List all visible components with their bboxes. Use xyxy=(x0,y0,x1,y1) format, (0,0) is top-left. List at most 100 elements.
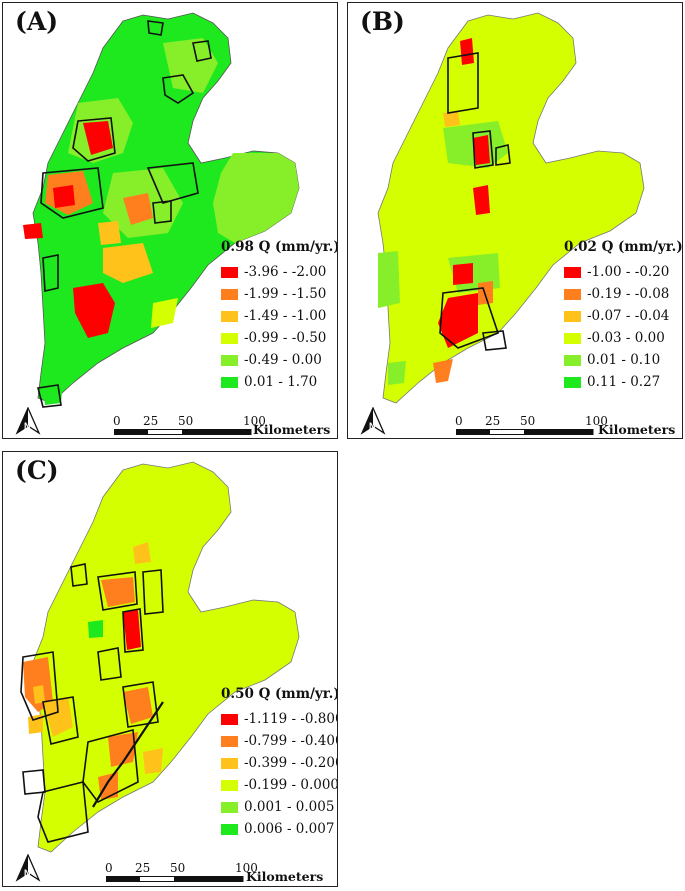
panel-label: (B) xyxy=(360,7,405,36)
legend-item-label: 0.01 - 0.10 xyxy=(587,352,661,368)
legend-swatch xyxy=(564,310,581,322)
legend-item-label: -0.199 - 0.000 xyxy=(244,777,338,793)
map-panel-c: (C) 0.50 Q (mm/yr.) -1.119 - -0.800 -0.7… xyxy=(2,451,338,887)
map-panel-b: (B) 0.02 Q (mm/yr.) -1.00 - -0.20 -0.19 … xyxy=(347,2,683,439)
scale-tick-label: 50 xyxy=(178,414,194,428)
region-map-c xyxy=(20,461,300,853)
legend: 0.98 Q (mm/yr.) -3.96 - -2.00 -1.99 - -1… xyxy=(221,239,338,393)
legend-swatch xyxy=(221,713,238,725)
legend-item: -0.399 - -0.200 xyxy=(221,752,338,774)
scale-tick-label: 0 xyxy=(455,414,463,428)
legend-item-label: 0.01 - 1.70 xyxy=(244,374,318,390)
scale-unit-label: Kilometers xyxy=(253,422,331,437)
legend-item: -0.07 - -0.04 xyxy=(564,305,682,327)
legend-item-label: -0.49 - 0.00 xyxy=(244,352,322,368)
scale-tick-label: 50 xyxy=(520,414,536,428)
scale-unit-label: Kilometers xyxy=(598,422,676,437)
legend-item-label: -0.399 - -0.200 xyxy=(244,755,338,771)
legend-swatch xyxy=(221,310,238,322)
legend-swatch xyxy=(221,376,238,388)
legend: 0.50 Q (mm/yr.) -1.119 - -0.800 -0.799 -… xyxy=(221,686,338,840)
legend-item: 0.006 - 0.007 xyxy=(221,818,337,840)
legend-swatch xyxy=(221,801,238,813)
panel-label: (C) xyxy=(15,456,59,485)
scale-bar xyxy=(114,429,252,435)
legend-item: -0.99 - -0.50 xyxy=(221,327,337,349)
legend-swatch xyxy=(221,266,238,278)
scale-tick-label: 100 xyxy=(585,414,608,428)
scale-tick-label: 100 xyxy=(235,861,258,875)
legend-item: -0.199 - 0.000 xyxy=(221,774,338,796)
legend-item-label: -0.03 - 0.00 xyxy=(587,330,665,346)
legend-item-label: -1.00 - -0.20 xyxy=(587,264,670,280)
scale-unit-label: Kilometers xyxy=(246,869,324,884)
legend-item: 0.11 - 0.27 xyxy=(564,371,682,393)
legend-title: 0.02 Q (mm/yr.) xyxy=(564,239,683,255)
legend-item-label: -0.99 - -0.50 xyxy=(244,330,327,346)
legend-swatch xyxy=(221,288,238,300)
legend-item-label: -1.99 - -1.50 xyxy=(244,286,327,302)
scale-bar xyxy=(106,876,244,882)
legend-item-label: 0.001 - 0.005 xyxy=(244,799,335,815)
legend-item-label: 0.11 - 0.27 xyxy=(587,374,661,390)
legend-item: -0.19 - -0.08 xyxy=(564,283,682,305)
legend-item-label: -1.49 - -1.00 xyxy=(244,308,327,324)
scale-bar xyxy=(456,429,594,435)
legend-item: -3.96 - -2.00 xyxy=(221,261,337,283)
scale-tick-label: 0 xyxy=(113,414,121,428)
legend-item-label: -0.799 - -0.400 xyxy=(244,733,338,749)
legend-swatch xyxy=(221,354,238,366)
legend-swatch xyxy=(221,823,238,835)
scale-tick-label: 25 xyxy=(485,414,501,428)
legend-item: -0.49 - 0.00 xyxy=(221,349,337,371)
legend-swatch xyxy=(564,354,581,366)
svg-text:N: N xyxy=(24,421,31,431)
legend-item: 0.001 - 0.005 xyxy=(221,796,337,818)
legend-swatch xyxy=(564,376,581,388)
legend-title: 0.98 Q (mm/yr.) xyxy=(221,239,338,255)
scale-tick-label: 100 xyxy=(243,414,266,428)
legend-item: 0.01 - 1.70 xyxy=(221,371,337,393)
scale-tick-label: 25 xyxy=(135,861,151,875)
region-map-a xyxy=(23,12,300,408)
highlighted-districts xyxy=(439,52,511,351)
legend-item: -0.03 - 0.00 xyxy=(564,327,682,349)
map-panel-a: (A) 0.98 Q (mm/yr.) -3.96 - -2.00 -1.99 … xyxy=(2,2,338,439)
legend-swatch xyxy=(221,757,238,769)
legend-swatch xyxy=(564,332,581,344)
legend-swatch xyxy=(221,332,238,344)
region-map-b xyxy=(377,12,645,404)
north-arrow-icon: N xyxy=(15,854,41,882)
scale-tick-label: 25 xyxy=(143,414,159,428)
north-arrow-icon: N xyxy=(360,407,386,435)
legend-item: -1.119 - -0.800 xyxy=(221,708,338,730)
legend-swatch xyxy=(564,288,581,300)
svg-text:N: N xyxy=(24,868,31,878)
region-outline xyxy=(32,461,300,853)
legend-item: -0.799 - -0.400 xyxy=(221,730,338,752)
legend-title: 0.50 Q (mm/yr.) xyxy=(221,686,338,702)
legend-swatch xyxy=(221,779,238,791)
scale-tick-label: 0 xyxy=(105,861,113,875)
highlighted-districts xyxy=(36,20,212,408)
legend-swatch xyxy=(564,266,581,278)
legend-item: 0.01 - 0.10 xyxy=(564,349,682,371)
legend-item: -1.00 - -0.20 xyxy=(564,261,682,283)
district-patches xyxy=(23,38,299,405)
legend-item-label: 0.006 - 0.007 xyxy=(244,821,335,837)
legend-item-label: -0.07 - -0.04 xyxy=(587,308,670,324)
legend: 0.02 Q (mm/yr.) -1.00 - -0.20 -0.19 - -0… xyxy=(564,239,683,393)
scale-tick-label: 50 xyxy=(170,861,186,875)
legend-swatch xyxy=(221,735,238,747)
panel-label: (A) xyxy=(15,7,59,36)
highlighted-districts xyxy=(20,563,164,843)
legend-item: -1.99 - -1.50 xyxy=(221,283,337,305)
legend-item: -1.49 - -1.00 xyxy=(221,305,337,327)
legend-item-label: -0.19 - -0.08 xyxy=(587,286,670,302)
region-outline xyxy=(377,12,645,404)
north-arrow-icon: N xyxy=(15,407,41,435)
legend-item-label: -1.119 - -0.800 xyxy=(244,711,338,727)
legend-item-label: -3.96 - -2.00 xyxy=(244,264,327,280)
svg-text:N: N xyxy=(369,421,376,431)
road-line xyxy=(92,701,164,808)
